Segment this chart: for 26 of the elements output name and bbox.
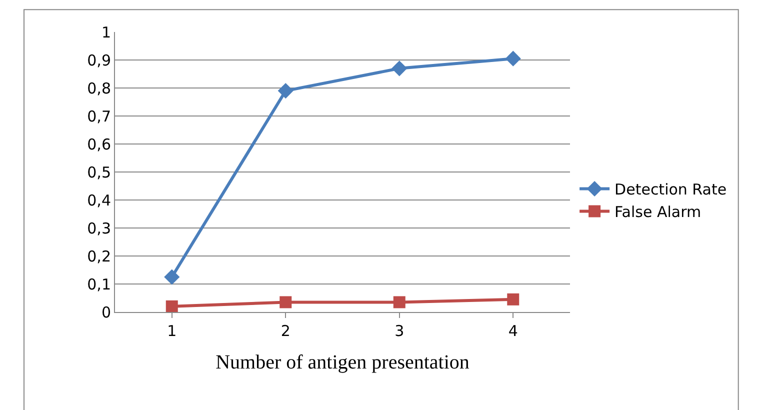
point xyxy=(164,269,180,285)
x-tick-label: 2 xyxy=(280,322,290,340)
point xyxy=(166,300,178,312)
legend-label: Detection Rate xyxy=(614,180,727,199)
legend-label: False Alarm xyxy=(614,203,702,222)
point xyxy=(278,83,294,99)
y-tick-label: 1 xyxy=(101,23,111,42)
x-axis-title: Number of antigen presentation xyxy=(216,352,470,374)
y-tick-label: 0,7 xyxy=(87,107,111,126)
x-tick-label: 4 xyxy=(508,322,518,340)
x-tick-label: 3 xyxy=(394,322,404,340)
y-tick-label: 0,1 xyxy=(87,275,111,294)
y-tick-label: 0 xyxy=(101,303,111,322)
point xyxy=(392,60,408,76)
y-tick-label: 0,3 xyxy=(87,219,111,238)
x-tick-label: 1 xyxy=(167,322,177,340)
point xyxy=(280,296,292,308)
y-tick-label: 0,4 xyxy=(87,191,111,210)
y-tick-label: 0,2 xyxy=(87,247,111,266)
y-tick-label: 0,9 xyxy=(87,51,111,70)
y-tick-label: 0,5 xyxy=(87,163,111,182)
y-tick-label: 0,6 xyxy=(87,135,111,154)
point xyxy=(507,293,520,306)
y-tick-label: 0,8 xyxy=(87,79,111,98)
point xyxy=(505,50,521,66)
point xyxy=(393,296,406,308)
